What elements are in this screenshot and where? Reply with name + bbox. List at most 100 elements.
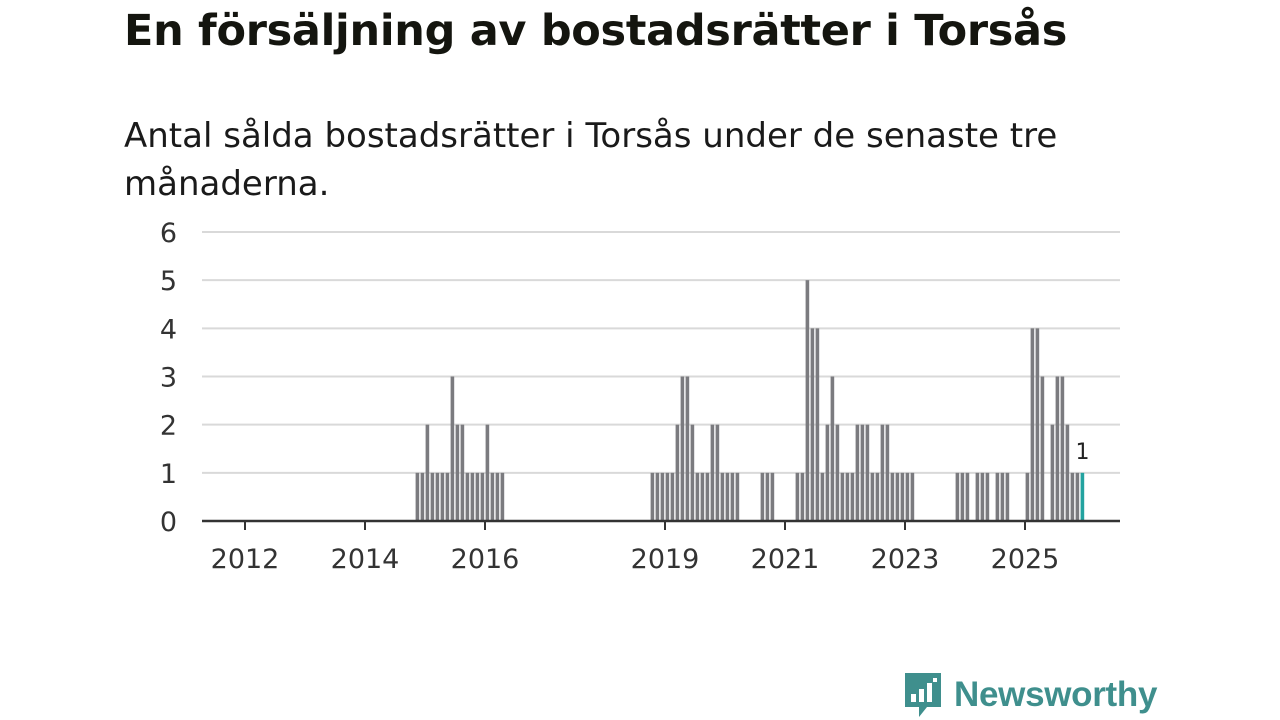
highlight-bar	[1080, 472, 1085, 521]
bar	[445, 472, 450, 521]
bar	[845, 472, 850, 521]
x-tick-label: 2023	[871, 544, 940, 575]
bar	[720, 472, 725, 521]
bar	[1000, 472, 1005, 521]
data-label: 1	[1076, 440, 1090, 465]
bar	[835, 424, 840, 521]
bar	[880, 424, 885, 521]
x-tick-label: 2012	[211, 544, 280, 575]
bar	[500, 472, 505, 521]
x-tick-label: 2019	[631, 544, 700, 575]
y-tick-label: 0	[160, 507, 177, 538]
y-tick-label: 5	[160, 266, 177, 297]
bar	[1055, 376, 1060, 521]
bar	[795, 472, 800, 521]
x-tick-label: 2016	[451, 544, 520, 575]
bar	[420, 472, 425, 521]
bar	[650, 472, 655, 521]
bar	[810, 328, 815, 521]
bar	[1065, 424, 1070, 521]
bar	[850, 472, 855, 521]
bar	[1060, 376, 1065, 521]
bar	[890, 472, 895, 521]
bar	[430, 472, 435, 521]
bar	[665, 472, 670, 521]
bar	[1040, 376, 1045, 521]
bar	[690, 424, 695, 521]
bar	[1070, 472, 1075, 521]
bar	[475, 472, 480, 521]
bar	[425, 424, 430, 521]
bar	[830, 376, 835, 521]
bar	[895, 472, 900, 521]
bar	[905, 472, 910, 521]
brand-logo: Newsworthy	[902, 670, 1157, 720]
bar-chart: 0 1 2 3 4 5 6 2012 2014 2016 2019 2021 2023 2025 1	[160, 218, 1120, 575]
bar	[465, 472, 470, 521]
bar	[700, 472, 705, 521]
bar	[815, 328, 820, 521]
bar	[450, 376, 455, 521]
y-tick-label: 3	[160, 363, 177, 394]
bar	[955, 472, 960, 521]
bar	[1035, 328, 1040, 521]
bar	[985, 472, 990, 521]
y-axis: 0 1 2 3 4 5 6	[160, 218, 177, 538]
bar	[975, 472, 980, 521]
bar	[695, 472, 700, 521]
bar	[1050, 424, 1055, 521]
bar	[760, 472, 765, 521]
bar	[470, 472, 475, 521]
chart-subtitle: Antal sålda bostadsrätter i Torsås under…	[124, 116, 1058, 204]
bar	[485, 424, 490, 521]
bar	[805, 280, 810, 521]
bar	[675, 424, 680, 521]
bar	[885, 424, 890, 521]
bar	[710, 424, 715, 521]
bar	[770, 472, 775, 521]
bar	[655, 472, 660, 521]
bar	[1025, 472, 1030, 521]
bar	[825, 424, 830, 521]
bar	[735, 472, 740, 521]
bar	[480, 472, 485, 521]
bar	[840, 472, 845, 521]
bars	[415, 280, 1085, 521]
bar	[685, 376, 690, 521]
bar	[725, 472, 730, 521]
bar	[1075, 472, 1080, 521]
bar	[860, 424, 865, 521]
bar	[820, 472, 825, 521]
x-tick-label: 2021	[751, 544, 820, 575]
bar	[705, 472, 710, 521]
bar	[440, 472, 445, 521]
bar	[435, 472, 440, 521]
x-axis	[202, 519, 1120, 530]
newsworthy-logo-icon	[905, 673, 941, 717]
bar	[1030, 328, 1035, 521]
bar	[855, 424, 860, 521]
bar	[800, 472, 805, 521]
bar	[870, 472, 875, 521]
bar	[495, 472, 500, 521]
brand-name: Newsworthy	[954, 675, 1158, 714]
bar	[765, 472, 770, 521]
bar	[715, 424, 720, 521]
gridlines	[202, 231, 1120, 474]
bar	[875, 472, 880, 521]
bar	[660, 472, 665, 521]
bar	[965, 472, 970, 521]
bar	[865, 424, 870, 521]
bar	[910, 472, 915, 521]
bar	[960, 472, 965, 521]
y-tick-label: 4	[160, 314, 177, 345]
bar	[680, 376, 685, 521]
bar	[980, 472, 985, 521]
y-tick-label: 2	[160, 411, 177, 442]
bar	[730, 472, 735, 521]
y-tick-label: 6	[160, 218, 177, 249]
y-tick-label: 1	[160, 459, 177, 490]
bar	[490, 472, 495, 521]
x-tick-label: 2014	[331, 544, 400, 575]
bar	[460, 424, 465, 521]
